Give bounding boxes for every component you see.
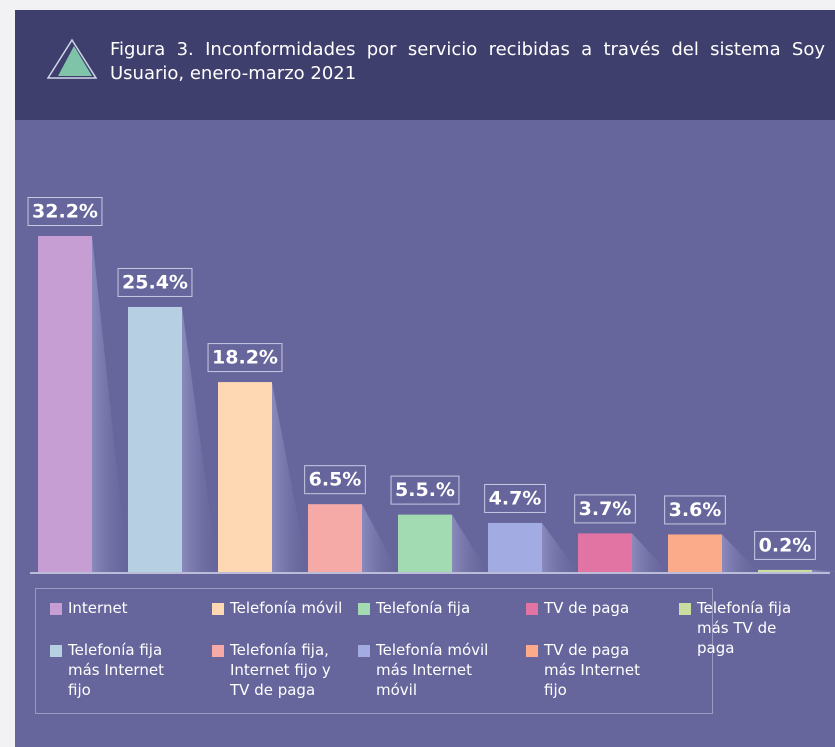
- legend-item: Telefonía móvil más Internet móvil: [358, 640, 494, 700]
- bar: [758, 569, 812, 572]
- legend-label: Telefonía móvil: [230, 599, 343, 617]
- legend-label: Telefonía fija, Internet fijo y TV de pa…: [230, 641, 331, 699]
- bar: [128, 306, 182, 572]
- data-label-box: [664, 495, 726, 525]
- bar: [218, 382, 272, 572]
- bar: [398, 514, 452, 572]
- legend-label: Telefonía fija más TV de paga: [697, 599, 792, 657]
- legend-label: Telefonía fija más Internet fijo: [68, 641, 164, 699]
- legend-swatch: [526, 603, 538, 615]
- bar-shadow: [632, 533, 668, 572]
- legend-item: Telefonía fija: [358, 598, 494, 618]
- data-label-box: [754, 530, 816, 560]
- legend-label: Internet: [68, 599, 128, 617]
- bar-shadow: [722, 534, 758, 572]
- legend-swatch: [679, 603, 691, 615]
- legend-item: Telefonía fija más Internet fijo: [50, 640, 186, 700]
- legend-swatch: [358, 645, 370, 657]
- legend-swatch: [50, 645, 62, 657]
- icon: [58, 46, 92, 76]
- legend-item: Telefonía fija, Internet fijo y TV de pa…: [212, 640, 348, 700]
- figure-label: Figura 3.: [110, 39, 194, 60]
- bar: [308, 504, 362, 572]
- bar-shadow: [812, 569, 835, 572]
- legend-item: Telefonía fija más TV de paga: [679, 598, 815, 658]
- data-label: 4.7%: [489, 487, 542, 509]
- data-label-box: [117, 267, 193, 297]
- bar-shadow: [182, 306, 218, 572]
- legend-swatch: [526, 645, 538, 657]
- header: [15, 10, 835, 120]
- data-label-box: [574, 494, 636, 524]
- legend-label: Telefonía fija: [376, 599, 471, 617]
- bar-shadow: [452, 514, 488, 572]
- data-label: 6.5%: [309, 469, 362, 491]
- legend-item: Telefonía móvil: [212, 598, 348, 618]
- bar: [488, 522, 542, 572]
- legend-label: Telefonía móvil más Internet móvil: [376, 641, 489, 699]
- bar-shadow: [272, 382, 308, 572]
- legend-item: TV de paga más Internet fijo: [526, 640, 662, 700]
- legend-swatch: [358, 603, 370, 615]
- data-label-box: [304, 465, 366, 495]
- legend-swatch: [212, 603, 224, 615]
- data-label: 5.5.%: [395, 479, 455, 501]
- legend: [35, 588, 713, 714]
- data-label: 3.6%: [669, 499, 722, 521]
- data-label: 18.2%: [212, 347, 278, 369]
- icon: [46, 38, 98, 79]
- data-label-box: [484, 483, 546, 513]
- legend-swatch: [212, 645, 224, 657]
- title-text: Inconformidades por servicio recibidas a…: [110, 39, 825, 84]
- legend-label: TV de paga más Internet fijo: [544, 641, 640, 699]
- data-label-box: [27, 197, 103, 226]
- data-label: 3.7%: [579, 498, 632, 520]
- legend-label: TV de paga: [544, 599, 630, 617]
- data-label: 0.2%: [759, 534, 812, 556]
- bar-shadow: [362, 504, 398, 572]
- bar: [668, 534, 722, 572]
- bar: [38, 236, 92, 572]
- bar: [578, 533, 632, 572]
- data-label-box: [390, 475, 460, 505]
- legend-swatch: [50, 603, 62, 615]
- bar-shadow: [542, 522, 578, 572]
- legend-item: TV de paga: [526, 598, 662, 618]
- title: Figura 3. Inconformidades por servicio r…: [110, 38, 825, 86]
- legend-item: Internet: [50, 598, 186, 618]
- data-label: 25.4%: [122, 271, 188, 293]
- data-label-box: [207, 343, 283, 373]
- bar-shadow: [92, 236, 128, 572]
- data-label: 32.2%: [32, 201, 98, 223]
